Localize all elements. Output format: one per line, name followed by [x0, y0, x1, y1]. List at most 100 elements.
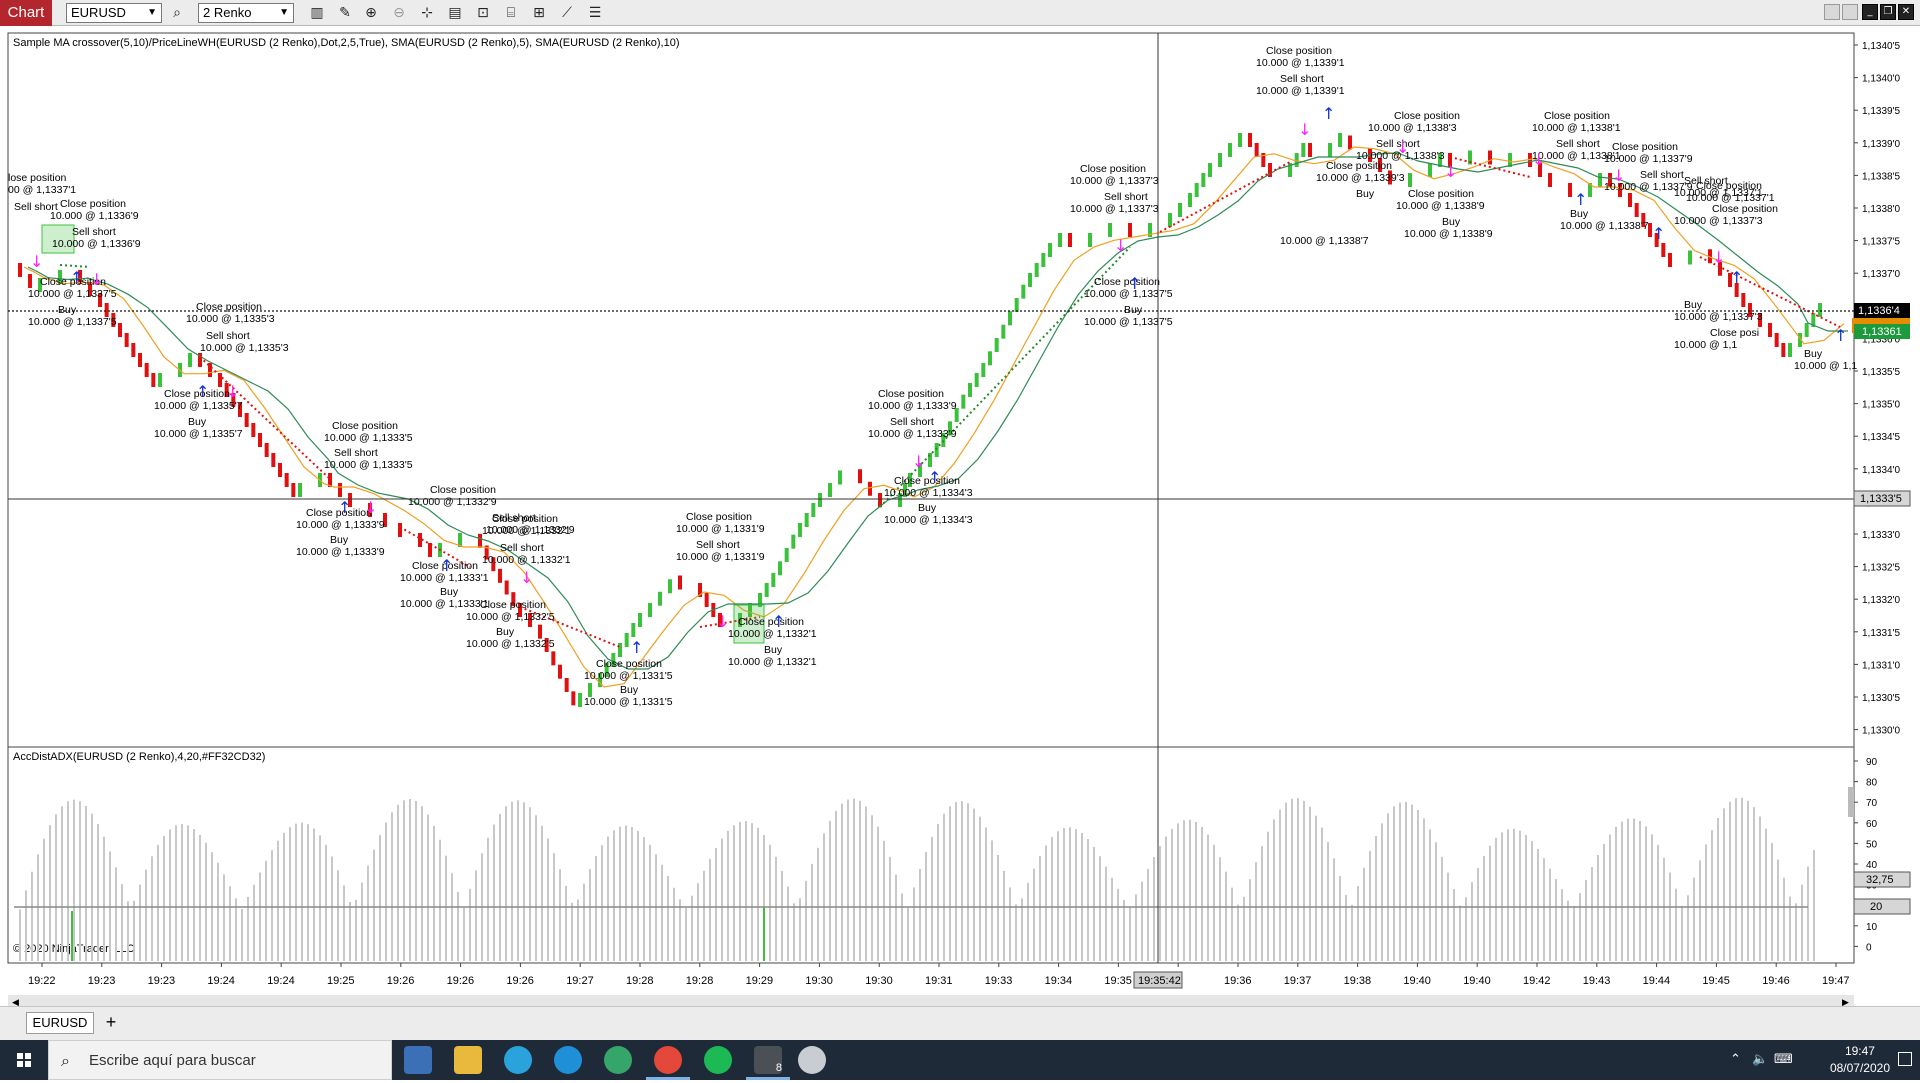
taskbar-clock[interactable]: 19:47 08/07/2020 [1830, 1043, 1890, 1077]
sell-arrow-icon: ↓ [912, 452, 925, 471]
trade-label: 10.000 @ 1,1339'3 [1316, 172, 1405, 184]
chevron-up-icon[interactable]: ⌃ [1730, 1052, 1741, 1067]
up-brick [38, 278, 42, 292]
upwork-icon[interactable] [604, 1046, 632, 1074]
maximize-icon[interactable]: ❐ [1880, 4, 1896, 20]
sell-arrow-icon: ↓ [90, 270, 103, 289]
strategies-icon[interactable]: ⊞ [533, 5, 545, 21]
app-icon[interactable] [798, 1046, 826, 1074]
properties-icon[interactable]: ▤ [448, 5, 462, 21]
volume-icon[interactable]: 🔈 [1752, 1052, 1769, 1067]
zoom-out-icon[interactable]: ⊖ [393, 5, 405, 21]
telegram-icon[interactable] [504, 1046, 532, 1074]
up-brick [1194, 183, 1199, 197]
keyboard-icon[interactable]: ⌨ [1774, 1052, 1793, 1067]
outlook-icon[interactable] [404, 1046, 432, 1074]
tab-eurusd[interactable]: EURUSD [26, 1012, 94, 1034]
trade-label: Buy [620, 684, 639, 696]
chart-trader-icon[interactable]: ⌸ [506, 5, 516, 21]
x-tick-label: 19:27 [566, 975, 594, 987]
float-icon[interactable] [1842, 4, 1858, 20]
panel-splitter[interactable] [1848, 787, 1854, 817]
ninjatrader-icon[interactable]: 8 [746, 1046, 790, 1080]
up-brick [604, 663, 609, 677]
data-box-icon[interactable]: ⊡ [477, 5, 489, 21]
price-chart[interactable]: Sample MA crossover(5,10)/PriceLineWH(EU… [0, 27, 1920, 1013]
trade-label: Buy [188, 416, 207, 428]
trade-label: 10.000 @ 1,1338'9 [1396, 200, 1485, 212]
up-brick [588, 683, 592, 697]
notification-icon[interactable] [1898, 1052, 1912, 1066]
buy-arrow-icon: ↑ [338, 498, 351, 517]
up-brick [1014, 298, 1019, 312]
trade-label: 10.000 @ 1,1332'1 [482, 554, 571, 566]
horizontal-scrollbar[interactable] [8, 995, 1854, 1007]
down-brick [1528, 153, 1532, 167]
scroll-left-icon[interactable]: ◀ [12, 997, 19, 1007]
up-brick [1288, 163, 1292, 177]
buy-arrow-icon: ↑ [440, 556, 453, 575]
drawing-tools-icon[interactable]: ⟋ [562, 5, 572, 21]
up-brick [1428, 163, 1432, 177]
spotify-icon[interactable] [704, 1046, 732, 1074]
x-tick-label: 19:38 [1344, 975, 1372, 987]
chart-canvas[interactable]: Sample MA crossover(5,10)/PriceLineWH(EU… [0, 27, 1920, 1013]
pencil-icon[interactable]: ✎ [339, 5, 351, 21]
trade-label: Buy [1684, 299, 1703, 311]
trade-label: 10.000 @ 1,1337'3 [1674, 311, 1763, 323]
x-tick-label: 19:26 [387, 975, 415, 987]
cursor-price-label: 1,1333'5 [1860, 493, 1902, 505]
y-tick-label: 1,1332'5 [1862, 563, 1900, 574]
buy-arrow-icon: ↑ [70, 268, 83, 287]
up-brick [1328, 143, 1332, 157]
down-brick [118, 323, 122, 337]
taskbar-search[interactable]: ⌕ Escribe aquí para buscar [48, 1040, 392, 1080]
search-icon[interactable]: ⌕ [173, 5, 181, 21]
x-tick-label: 19:44 [1643, 975, 1671, 987]
instrument-selector[interactable]: EURUSD ▼ [66, 3, 162, 23]
list-icon[interactable]: ☰ [588, 5, 602, 21]
up-brick [811, 503, 816, 517]
down-brick [348, 493, 352, 507]
restore-tabs-icon[interactable] [1824, 4, 1840, 20]
up-brick [298, 483, 302, 497]
down-brick [1641, 213, 1646, 227]
x-tick-label: 19:46 [1762, 975, 1790, 987]
windows-start-button[interactable] [0, 1040, 48, 1080]
crosshair-icon[interactable]: ⊹ [421, 5, 433, 21]
close-icon[interactable]: ✕ [1898, 4, 1914, 20]
down-brick [124, 333, 129, 347]
scroll-right-icon[interactable]: ▶ [1842, 997, 1849, 1007]
main-panel-title: Sample MA crossover(5,10)/PriceLineWH(EU… [13, 37, 680, 49]
down-brick [504, 580, 509, 595]
x-tick-label: 19:33 [985, 975, 1013, 987]
file-explorer-icon[interactable] [454, 1046, 482, 1074]
add-tab-button[interactable]: + [105, 1012, 117, 1032]
up-brick [1338, 133, 1342, 147]
y-tick-label: 1,1335'0 [1862, 400, 1900, 411]
down-brick [1718, 261, 1722, 276]
up-brick [1598, 173, 1602, 187]
edge-icon[interactable] [554, 1046, 582, 1074]
up-brick [778, 561, 782, 576]
minimize-icon[interactable]: _ [1862, 4, 1878, 20]
bar-type-selector[interactable]: 2 Renko ▼ [198, 3, 294, 23]
down-brick [111, 313, 116, 327]
down-brick [528, 613, 532, 627]
chrome-icon[interactable] [646, 1046, 690, 1080]
trade-label: 10.000 @ 1,1333'1 [400, 572, 489, 584]
down-brick [1728, 273, 1732, 287]
down-brick [1261, 153, 1266, 167]
up-brick [1058, 233, 1062, 247]
zoom-in-icon[interactable]: ⊕ [365, 5, 377, 21]
trade-label: 10.000 @ 1,1335'7 [154, 400, 243, 412]
trade-label: 10.000 @ 1,1337'3 [1674, 215, 1763, 227]
up-brick [648, 603, 652, 617]
bar-style-icon[interactable]: ▥ [310, 5, 324, 21]
down-brick [518, 603, 522, 617]
trade-label: 10.000 @ 1,1333'9 [296, 519, 385, 531]
up-brick [1088, 233, 1092, 247]
trade-label: Close position [894, 475, 960, 487]
chart-window-label[interactable]: Chart [0, 0, 52, 26]
trade-label: 10.000 @ 1,1337'1 [1686, 192, 1775, 204]
